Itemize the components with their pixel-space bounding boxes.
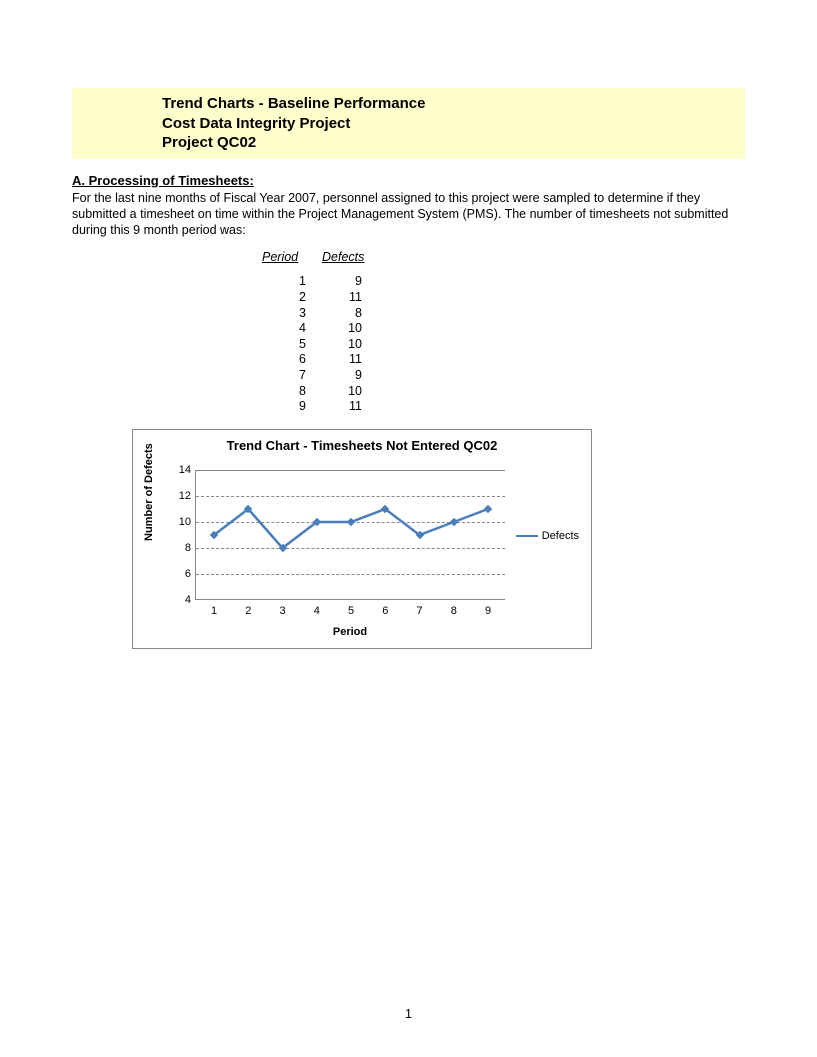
table-cell-defects: 11 (306, 290, 362, 306)
chart-x-tick: 5 (348, 605, 354, 617)
table-row: 211 (262, 290, 745, 306)
table-cell-period: 5 (262, 337, 306, 353)
table-cell-defects: 11 (306, 399, 362, 415)
table-cell-period: 2 (262, 290, 306, 306)
table-cell-defects: 9 (306, 368, 362, 384)
table-cell-period: 6 (262, 352, 306, 368)
table-cell-period: 3 (262, 306, 306, 322)
chart-x-tick: 3 (279, 605, 285, 617)
chart-x-tick: 6 (382, 605, 388, 617)
table-row: 19 (262, 274, 745, 290)
legend-line-swatch (516, 535, 538, 538)
chart-y-tick: 10 (167, 516, 191, 528)
chart-x-tick: 1 (211, 605, 217, 617)
table-cell-period: 7 (262, 368, 306, 384)
defects-table: Period Defects 192113841051061179810911 (262, 250, 745, 415)
table-cell-period: 1 (262, 274, 306, 290)
table-row: 79 (262, 368, 745, 384)
chart-line-svg (196, 470, 506, 600)
chart-legend: Defects (516, 530, 579, 542)
chart-title: Trend Chart - Timesheets Not Entered QC0… (133, 430, 591, 453)
chart-y-axis-title: Number of Defects (143, 443, 155, 541)
table-row: 410 (262, 321, 745, 337)
table-cell-defects: 10 (306, 337, 362, 353)
table-row: 810 (262, 384, 745, 400)
section-heading: A. Processing of Timesheets: (72, 173, 745, 188)
table-row: 510 (262, 337, 745, 353)
header-band: Trend Charts - Baseline Performance Cost… (72, 88, 745, 159)
chart-plot-area: 468101214123456789 (195, 470, 505, 600)
table-cell-defects: 8 (306, 306, 362, 322)
chart-x-tick: 7 (416, 605, 422, 617)
chart-y-tick: 14 (167, 464, 191, 476)
table-cell-defects: 9 (306, 274, 362, 290)
chart-x-tick: 2 (245, 605, 251, 617)
chart-y-tick: 4 (167, 594, 191, 606)
table-cell-period: 8 (262, 384, 306, 400)
chart-x-axis-title: Period (195, 626, 505, 638)
document-page: Trend Charts - Baseline Performance Cost… (0, 0, 817, 1057)
table-row: 911 (262, 399, 745, 415)
chart-x-tick: 9 (485, 605, 491, 617)
table-header-row: Period Defects (262, 250, 745, 264)
header-title-line2: Cost Data Integrity Project (162, 114, 733, 134)
chart-x-tick: 4 (314, 605, 320, 617)
page-number: 1 (0, 1007, 817, 1021)
header-title-line1: Trend Charts - Baseline Performance (162, 94, 733, 114)
table-cell-defects: 10 (306, 384, 362, 400)
table-cell-period: 9 (262, 399, 306, 415)
table-cell-defects: 11 (306, 352, 362, 368)
table-col-period: Period (262, 250, 322, 264)
chart-y-tick: 12 (167, 490, 191, 502)
trend-chart: Trend Chart - Timesheets Not Entered QC0… (132, 429, 592, 649)
header-title-line3: Project QC02 (162, 133, 733, 153)
chart-y-tick: 8 (167, 542, 191, 554)
table-row: 38 (262, 306, 745, 322)
chart-y-tick: 6 (167, 568, 191, 580)
chart-x-tick: 8 (451, 605, 457, 617)
table-cell-period: 4 (262, 321, 306, 337)
table-cell-defects: 10 (306, 321, 362, 337)
table-col-defects: Defects (322, 250, 382, 264)
legend-label: Defects (542, 530, 579, 542)
table-row: 611 (262, 352, 745, 368)
section-body: For the last nine months of Fiscal Year … (72, 190, 745, 239)
